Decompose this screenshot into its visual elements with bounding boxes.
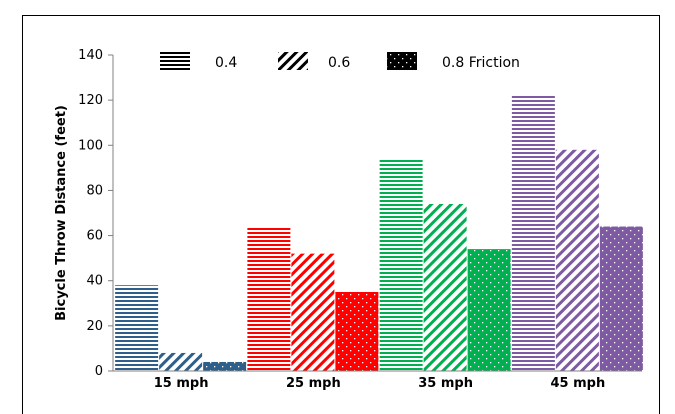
- legend-swatch-2: [278, 52, 308, 70]
- bar-25-mph-series-1: [247, 226, 291, 371]
- legend-label-2: 0.6: [328, 55, 350, 71]
- bar-15-mph-series-1: [115, 285, 159, 371]
- bar-45-mph-series-2: [555, 149, 599, 371]
- legend-swatch-1: [160, 52, 190, 70]
- y-tick-label: 20: [86, 319, 103, 334]
- bars-group: [115, 95, 643, 371]
- legend-label-1: 0.4: [215, 55, 237, 71]
- y-axis-title: Bicycle Throw Distance (feet): [54, 105, 69, 321]
- bar-25-mph-series-3: [335, 292, 379, 371]
- y-tick-label: 120: [78, 93, 103, 108]
- y-tick-label: 100: [78, 138, 103, 153]
- bar-15-mph-series-3: [203, 361, 247, 371]
- y-tick-label: 40: [86, 274, 103, 289]
- bar-35-mph-series-3: [467, 249, 511, 371]
- bar-35-mph-series-2: [423, 203, 467, 371]
- y-tick-label: 0: [95, 364, 103, 379]
- bar-15-mph-series-2: [159, 352, 203, 371]
- bar-35-mph-series-1: [379, 158, 423, 371]
- legend-label-3: 0.8 Friction: [442, 55, 520, 71]
- bar-45-mph-series-3: [599, 226, 643, 371]
- x-tick-label: 25 mph: [286, 376, 341, 391]
- legend: 0.4 0.6 0.8 Friction: [160, 52, 520, 71]
- bar-25-mph-series-2: [291, 253, 335, 371]
- y-tick-label: 140: [78, 48, 103, 63]
- x-tick-label: 35 mph: [418, 376, 473, 391]
- y-axis: 0 20 40 60 80 100 120 140: [78, 48, 114, 379]
- x-axis: 15 mph 25 mph 35 mph 45 mph: [113, 370, 642, 391]
- legend-swatch-3: [387, 52, 417, 70]
- x-tick-label: 45 mph: [551, 376, 606, 391]
- y-tick-label: 60: [86, 229, 103, 244]
- bar-45-mph-series-1: [511, 95, 555, 371]
- x-tick-label: 15 mph: [154, 376, 209, 391]
- y-tick-label: 80: [86, 183, 103, 198]
